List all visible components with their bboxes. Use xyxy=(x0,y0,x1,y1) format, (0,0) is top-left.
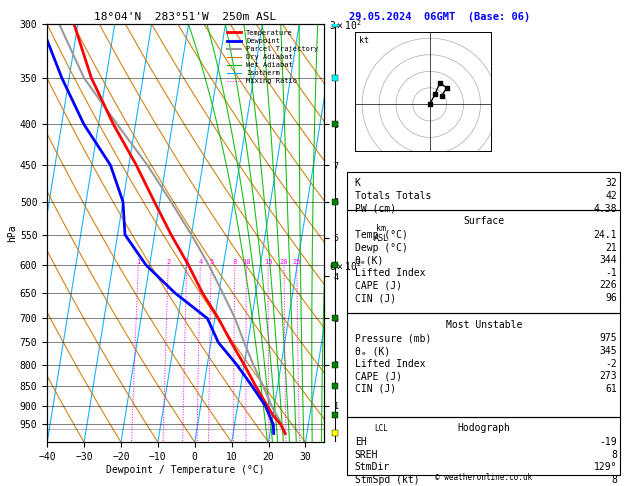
Text: 61: 61 xyxy=(605,384,617,394)
Text: 29.05.2024  06GMT  (Base: 06): 29.05.2024 06GMT (Base: 06) xyxy=(349,12,530,22)
Text: 96: 96 xyxy=(605,293,617,303)
Text: CIN (J): CIN (J) xyxy=(355,293,396,303)
Text: 345: 345 xyxy=(599,346,617,356)
Text: CIN (J): CIN (J) xyxy=(355,384,396,394)
Text: kt: kt xyxy=(359,36,369,45)
Text: 1: 1 xyxy=(136,259,140,265)
Y-axis label: km
ASL: km ASL xyxy=(374,224,389,243)
Text: 2: 2 xyxy=(166,259,170,265)
Text: Temp (°C): Temp (°C) xyxy=(355,230,408,240)
Text: LCL: LCL xyxy=(374,424,387,434)
Text: Surface: Surface xyxy=(463,216,504,226)
Legend: Temperature, Dewpoint, Parcel Trajectory, Dry Adiabat, Wet Adiabat, Isotherm, Mi: Temperature, Dewpoint, Parcel Trajectory… xyxy=(225,28,320,87)
Text: 5: 5 xyxy=(209,259,213,265)
Text: 226: 226 xyxy=(599,280,617,291)
Text: Lifted Index: Lifted Index xyxy=(355,268,425,278)
Text: Hodograph: Hodograph xyxy=(457,423,510,434)
Text: 4: 4 xyxy=(198,259,203,265)
Text: 344: 344 xyxy=(599,255,617,265)
Title: 18°04'N  283°51'W  250m ASL: 18°04'N 283°51'W 250m ASL xyxy=(94,12,277,22)
Text: StmSpd (kt): StmSpd (kt) xyxy=(355,475,420,485)
Text: 3: 3 xyxy=(184,259,189,265)
Text: K: K xyxy=(355,178,360,189)
Text: 4.38: 4.38 xyxy=(594,204,617,214)
Y-axis label: hPa: hPa xyxy=(7,225,17,242)
Text: 15: 15 xyxy=(264,259,272,265)
Text: Most Unstable: Most Unstable xyxy=(445,320,522,330)
Text: Dewp (°C): Dewp (°C) xyxy=(355,243,408,253)
Text: SREH: SREH xyxy=(355,450,378,460)
Text: 273: 273 xyxy=(599,371,617,382)
Text: θₑ (K): θₑ (K) xyxy=(355,346,390,356)
Text: -2: -2 xyxy=(605,359,617,369)
Text: 10: 10 xyxy=(242,259,250,265)
Text: θₑ(K): θₑ(K) xyxy=(355,255,384,265)
Text: 20: 20 xyxy=(280,259,288,265)
Text: 8: 8 xyxy=(611,475,617,485)
Text: 42: 42 xyxy=(605,191,617,201)
Text: Pressure (mb): Pressure (mb) xyxy=(355,333,431,344)
Text: 975: 975 xyxy=(599,333,617,344)
Text: CAPE (J): CAPE (J) xyxy=(355,371,402,382)
Text: -1: -1 xyxy=(605,268,617,278)
Text: Totals Totals: Totals Totals xyxy=(355,191,431,201)
Text: Lifted Index: Lifted Index xyxy=(355,359,425,369)
Text: 32: 32 xyxy=(605,178,617,189)
Text: -19: -19 xyxy=(599,437,617,447)
Text: CAPE (J): CAPE (J) xyxy=(355,280,402,291)
Text: 8: 8 xyxy=(611,450,617,460)
Text: 21: 21 xyxy=(605,243,617,253)
Text: EH: EH xyxy=(355,437,367,447)
Text: 25: 25 xyxy=(292,259,301,265)
Text: © weatheronline.co.uk: © weatheronline.co.uk xyxy=(435,473,532,482)
Text: 24.1: 24.1 xyxy=(594,230,617,240)
X-axis label: Dewpoint / Temperature (°C): Dewpoint / Temperature (°C) xyxy=(106,465,265,475)
Text: StmDir: StmDir xyxy=(355,462,390,472)
Text: 129°: 129° xyxy=(594,462,617,472)
Text: PW (cm): PW (cm) xyxy=(355,204,396,214)
Text: 8: 8 xyxy=(233,259,237,265)
